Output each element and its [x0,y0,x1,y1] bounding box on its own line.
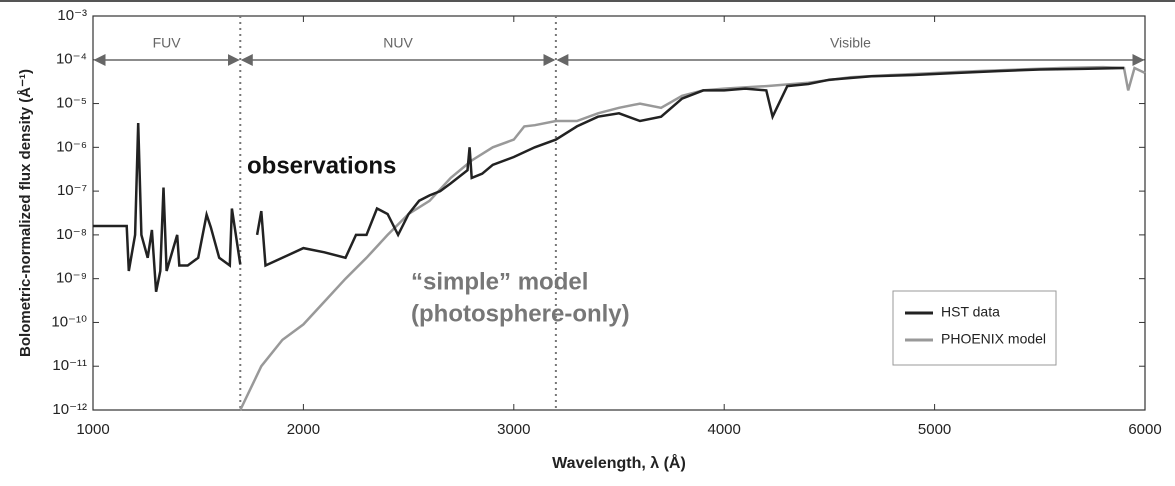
annotation: (photosphere-only) [411,300,630,327]
x-axis-label: Wavelength, λ (Å) [552,453,686,472]
plot-frame [92,15,1146,411]
data-line [93,66,1125,293]
y-tick-label: 10⁻⁸ [56,226,87,243]
region-label: Visible [830,35,871,51]
y-tick-label: 10⁻⁴ [56,51,87,68]
legend-label: HST data [941,304,1000,320]
x-tick-label: 4000 [708,421,741,438]
y-tick-label: 10⁻¹² [52,401,87,418]
annotation: “simple” model [411,268,588,295]
region-label: FUV [153,35,182,51]
y-tick-label: 10⁻⁵ [56,95,87,112]
y-tick-label: 10⁻¹¹ [52,357,87,374]
y-tick-label: 10⁻³ [57,7,87,24]
legend-box [892,290,1057,366]
y-tick-label: 10⁻¹⁰ [51,313,87,330]
x-tick-label: 6000 [1128,421,1161,438]
y-tick-label: 10⁻⁶ [56,138,87,155]
x-tick-label: 3000 [497,421,530,438]
annotation: observations [247,152,396,179]
y-axis-label: Bolometric-normalized flux density (Å⁻¹) [17,69,34,357]
x-tick-label: 5000 [918,421,951,438]
legend-label: PHOENIX model [941,331,1046,347]
y-tick-label: 10⁻⁹ [56,270,87,287]
y-tick-label: 10⁻⁷ [57,182,87,199]
x-tick-label: 2000 [287,421,320,438]
region-label: NUV [383,35,413,51]
x-tick-label: 1000 [76,421,109,438]
